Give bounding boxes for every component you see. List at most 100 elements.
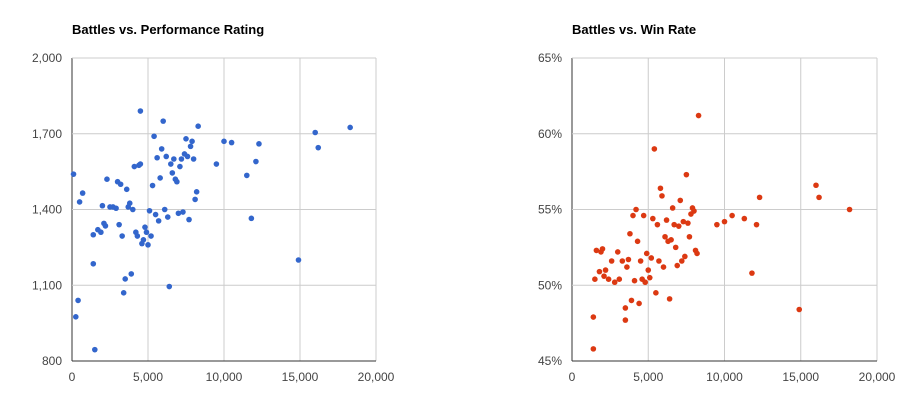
data-point <box>656 258 662 264</box>
data-point <box>691 208 697 214</box>
data-point <box>102 223 109 229</box>
data-point <box>657 185 664 192</box>
data-point <box>256 141 262 147</box>
data-point <box>180 209 186 215</box>
data-point <box>187 143 194 150</box>
data-point <box>183 136 189 142</box>
data-point <box>157 175 163 181</box>
data-point <box>178 156 185 162</box>
data-point <box>813 182 819 189</box>
data-point <box>636 300 642 307</box>
data-point <box>682 253 688 260</box>
x-tick-label: 10,000 <box>206 370 243 384</box>
data-point <box>680 218 687 225</box>
data-point <box>643 250 650 257</box>
data-point <box>596 268 603 275</box>
data-point <box>666 296 673 302</box>
data-point <box>171 156 177 162</box>
data-point <box>190 156 197 162</box>
data-point <box>663 217 670 223</box>
data-point <box>149 182 156 189</box>
data-point <box>602 267 609 273</box>
data-point <box>98 229 104 236</box>
x-tick-label: 20,000 <box>358 370 395 384</box>
data-point <box>99 202 106 209</box>
data-point <box>186 216 192 223</box>
data-point <box>168 161 174 167</box>
y-tick-label: 60% <box>538 127 562 141</box>
data-point <box>228 139 235 146</box>
data-point <box>123 186 130 193</box>
data-point <box>130 206 136 213</box>
plot-area: 0 5,000 10,000 15,000 20,000 45% 50% 55% 60% 65% <box>538 51 896 384</box>
data-point <box>816 194 822 201</box>
data-point <box>154 154 160 161</box>
y-tick-label: 2,000 <box>32 51 62 65</box>
data-point <box>122 276 128 282</box>
data-point <box>195 123 201 129</box>
data-point <box>590 314 597 320</box>
data-point <box>668 237 674 243</box>
data-point <box>749 270 755 276</box>
y-tick-label: 45% <box>538 354 562 368</box>
data-point <box>677 197 684 204</box>
data-point <box>184 153 191 160</box>
data-point <box>674 262 681 269</box>
x-tick-label: 10,000 <box>706 370 743 384</box>
data-point <box>70 171 77 177</box>
x-tick-label: 5,000 <box>133 370 163 384</box>
data-point <box>137 108 144 114</box>
data-point <box>846 206 853 213</box>
data-point <box>113 205 119 212</box>
data-point <box>120 290 127 296</box>
data-point <box>753 221 760 228</box>
data-point <box>659 193 665 199</box>
data-point <box>315 144 322 151</box>
data-point <box>650 215 656 222</box>
data-point <box>253 158 259 165</box>
x-tick-label: 20,000 <box>859 370 896 384</box>
data-point <box>90 231 97 238</box>
data-point <box>169 170 176 176</box>
data-point <box>92 346 98 353</box>
data-point <box>142 224 148 230</box>
data-point <box>645 267 652 273</box>
data-point <box>672 244 679 251</box>
data-point <box>312 129 319 136</box>
y-tick-label: 800 <box>42 354 62 368</box>
chart-performance-rating: Battles vs. Performance Rating 0 5,000 10,… <box>32 22 395 384</box>
data-point <box>756 194 763 201</box>
data-point <box>619 258 626 264</box>
data-point <box>155 218 162 224</box>
data-point <box>192 196 198 203</box>
data-point <box>694 250 700 257</box>
data-point <box>175 210 182 217</box>
data-point <box>671 221 677 228</box>
data-point <box>628 297 635 304</box>
data-point <box>601 273 607 279</box>
data-point <box>654 221 661 228</box>
data-point <box>79 190 86 196</box>
data-point <box>593 247 600 254</box>
data-point <box>248 215 255 222</box>
y-tick-label: 1,100 <box>32 278 62 292</box>
data-point <box>605 276 612 282</box>
data-point <box>662 233 668 240</box>
chart-title: Battles vs. Performance Rating <box>72 22 265 37</box>
data-point <box>119 233 125 239</box>
data-point <box>640 212 647 219</box>
data-point <box>683 171 690 178</box>
data-point <box>622 305 629 311</box>
x-tick-label: 15,000 <box>782 370 819 384</box>
data-point <box>148 233 154 239</box>
data-point <box>152 211 159 218</box>
data-point <box>614 249 621 255</box>
data-point <box>729 212 735 219</box>
x-tick-label: 5,000 <box>633 370 663 384</box>
data-point <box>126 200 133 206</box>
data-point <box>608 258 615 264</box>
data-point <box>244 172 250 179</box>
data-point <box>660 264 667 270</box>
data-point <box>616 276 623 282</box>
data-point <box>143 229 150 236</box>
